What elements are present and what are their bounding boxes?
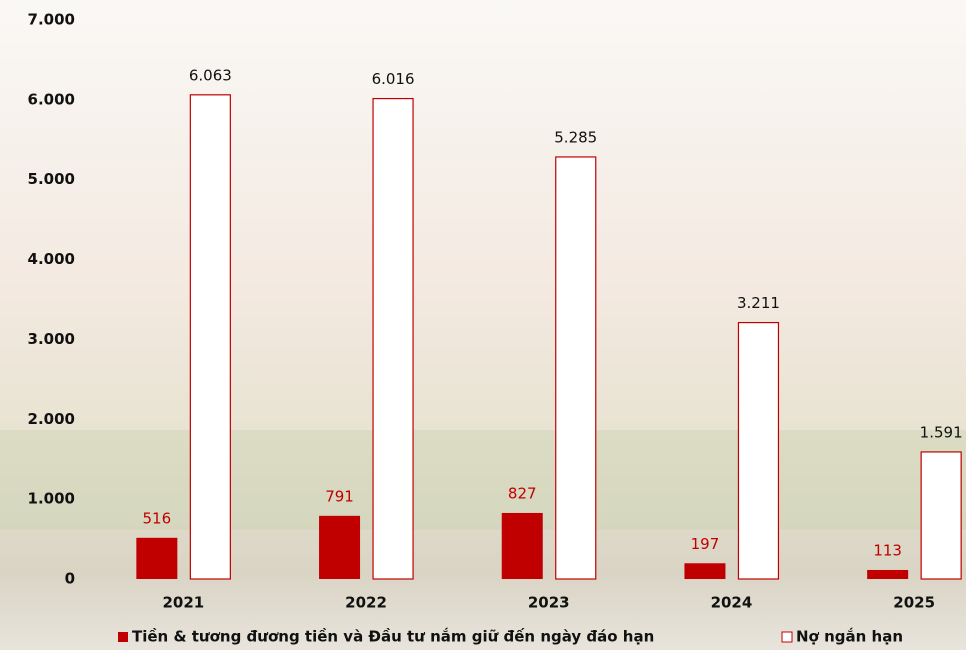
bar: [556, 157, 596, 579]
x-tick-label: 2022: [345, 594, 387, 612]
legend-label: Tiền & tương đương tiền và Đầu tư nắm gi…: [132, 627, 654, 646]
legend-swatch: [782, 632, 792, 642]
bar: [921, 452, 961, 579]
value-label: 3.211: [737, 294, 780, 312]
y-tick-label: 4.000: [28, 250, 75, 268]
x-tick-label: 2025: [893, 594, 935, 612]
bar: [319, 516, 360, 579]
y-tick-label: 5.000: [28, 170, 75, 188]
y-tick-label: 2.000: [28, 410, 75, 428]
bar: [502, 513, 543, 579]
value-label: 516: [143, 509, 172, 527]
value-label: 113: [873, 541, 902, 559]
value-label: 827: [508, 484, 537, 502]
x-tick-label: 2024: [711, 594, 753, 612]
x-tick-label: 2023: [528, 594, 570, 612]
y-tick-label: 7.000: [28, 11, 75, 29]
value-label: 6.063: [189, 66, 232, 84]
bar: [373, 99, 413, 579]
chart: 0 1.000 2.000 3.000 4.000 5.000 6.000 7.000 2021…: [0, 0, 966, 650]
bar: [867, 570, 908, 579]
y-tick-label: 0: [65, 570, 75, 588]
x-tick-label: 2021: [162, 594, 204, 612]
y-tick-label: 3.000: [28, 330, 75, 348]
bar: [190, 95, 230, 579]
bar: [684, 563, 725, 579]
value-label: 791: [325, 487, 354, 505]
value-label: 1.591: [920, 423, 963, 441]
y-tick-label: 1.000: [28, 490, 75, 508]
value-label: 197: [691, 535, 720, 553]
legend-label: Nợ ngắn hạn: [796, 627, 903, 646]
value-label: 5.285: [554, 128, 597, 146]
bar: [136, 538, 177, 579]
value-label: 6.016: [372, 70, 415, 88]
bar: [738, 323, 778, 579]
y-tick-label: 6.000: [28, 90, 75, 108]
legend-swatch: [118, 632, 128, 642]
